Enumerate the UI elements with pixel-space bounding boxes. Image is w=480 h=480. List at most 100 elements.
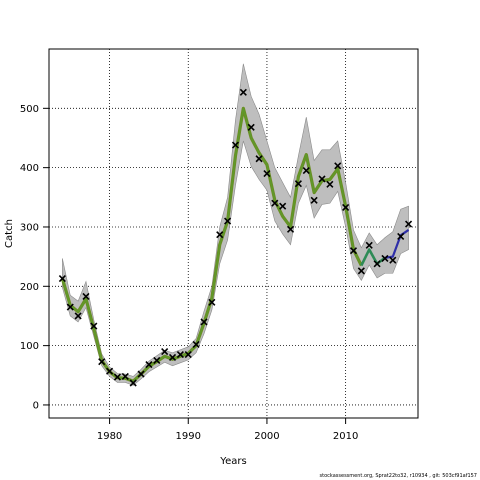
observed-point-stroke [342, 203, 350, 211]
observed-point [208, 298, 216, 306]
observed-point-stroke [82, 292, 90, 300]
observed-point [216, 231, 224, 239]
observed-point-stroke [302, 167, 310, 175]
observed-point-stroke [208, 298, 216, 306]
x-tick-label: 1990 [176, 431, 201, 442]
observed-point-stroke [184, 350, 192, 359]
observed-point [176, 350, 184, 359]
observed-point [129, 379, 137, 387]
observed-point [168, 353, 177, 362]
observed-point [82, 292, 90, 300]
observed-point-stroke [349, 247, 358, 255]
observed-point [74, 312, 82, 320]
observed-point-stroke [357, 267, 365, 275]
observed-point [271, 199, 279, 207]
observed-point [224, 217, 232, 225]
observed-point [192, 340, 200, 349]
y-tick-label: 100 [20, 341, 39, 352]
observed-point [286, 225, 295, 233]
observed-point [247, 123, 255, 131]
observed-point [106, 367, 114, 375]
observed-point [255, 155, 263, 163]
observed-point-stroke [192, 340, 200, 349]
observed-point-stroke [286, 225, 295, 233]
observed-point-stroke [318, 175, 326, 183]
x-tick-label: 2010 [333, 431, 358, 442]
observed-point [145, 361, 153, 369]
observed-point [90, 322, 98, 330]
observed-point [66, 303, 74, 311]
observed-point [365, 241, 373, 249]
observed-point [318, 175, 326, 183]
observed-point [98, 358, 106, 366]
observed-point-stroke [326, 180, 334, 188]
estimated-line-main [60, 106, 363, 383]
estimated-line-recent-blue [384, 229, 410, 259]
y-tick-label: 200 [20, 282, 39, 293]
y-tick-label: 500 [20, 104, 39, 115]
observed-point [239, 88, 247, 96]
plot-frame [48, 48, 419, 419]
confidence-band [62, 63, 409, 386]
y-tick-label: 400 [20, 163, 39, 174]
observed-point-stroke [66, 303, 74, 311]
observed-point-stroke [176, 350, 184, 359]
observed-point [121, 372, 129, 381]
observed-point-stroke [271, 199, 279, 207]
observed-point-stroke [373, 260, 381, 268]
observed-point [113, 373, 122, 381]
x-tick-label: 1980 [97, 431, 122, 442]
observed-catch-markers [58, 88, 413, 387]
observed-point-stroke [168, 353, 177, 362]
observed-point-stroke [397, 232, 405, 241]
observed-point [349, 247, 358, 255]
observed-point [404, 220, 413, 228]
observed-point [184, 350, 192, 359]
x-tick-label: 2000 [254, 431, 279, 442]
source-note: stockassessment.org, Sprat22to32, r10934… [319, 473, 477, 479]
observed-point-stroke [404, 220, 413, 228]
observed-point-stroke [153, 356, 161, 365]
observed-point-stroke [98, 358, 106, 366]
observed-point-stroke [58, 275, 66, 283]
observed-point [302, 167, 310, 175]
observed-point [326, 180, 334, 188]
observed-point-stroke [121, 372, 129, 381]
observed-point [231, 141, 240, 149]
observed-point [389, 256, 397, 264]
observed-point-stroke [113, 373, 122, 381]
estimated-line-highlight [61, 107, 362, 382]
observed-point-stroke [239, 88, 247, 96]
observed-point-stroke [129, 379, 137, 387]
observed-point-stroke [247, 123, 255, 131]
observed-point-stroke [74, 312, 82, 320]
observed-point [342, 203, 350, 211]
axis-ticks: 1980 1990 2000 2010 0 100 200 300 400 500 [20, 104, 358, 442]
observed-point [161, 347, 169, 356]
observed-point [153, 356, 161, 365]
observed-point-stroke [279, 202, 287, 210]
observed-point-stroke [216, 231, 224, 239]
observed-point [310, 196, 318, 204]
observed-point-stroke [145, 361, 153, 369]
y-axis-title: Catch [4, 219, 15, 248]
estimated-line-recent-teal [360, 248, 386, 267]
observed-point-stroke [310, 196, 318, 204]
observed-point-stroke [231, 141, 240, 149]
observed-point-stroke [263, 170, 271, 178]
observed-point [279, 202, 287, 210]
observed-point [263, 170, 271, 178]
observed-point [357, 267, 365, 275]
y-tick-label: 300 [20, 222, 39, 233]
x-axis-title: Years [219, 456, 246, 467]
observed-point-stroke [224, 217, 232, 225]
observed-point [58, 275, 66, 283]
observed-point-stroke [334, 162, 342, 170]
observed-point-stroke [200, 318, 208, 326]
observed-point [381, 254, 389, 262]
observed-point-stroke [381, 254, 389, 262]
observed-point-stroke [90, 322, 98, 330]
y-tick-label: 0 [33, 400, 39, 411]
observed-point [200, 318, 208, 326]
